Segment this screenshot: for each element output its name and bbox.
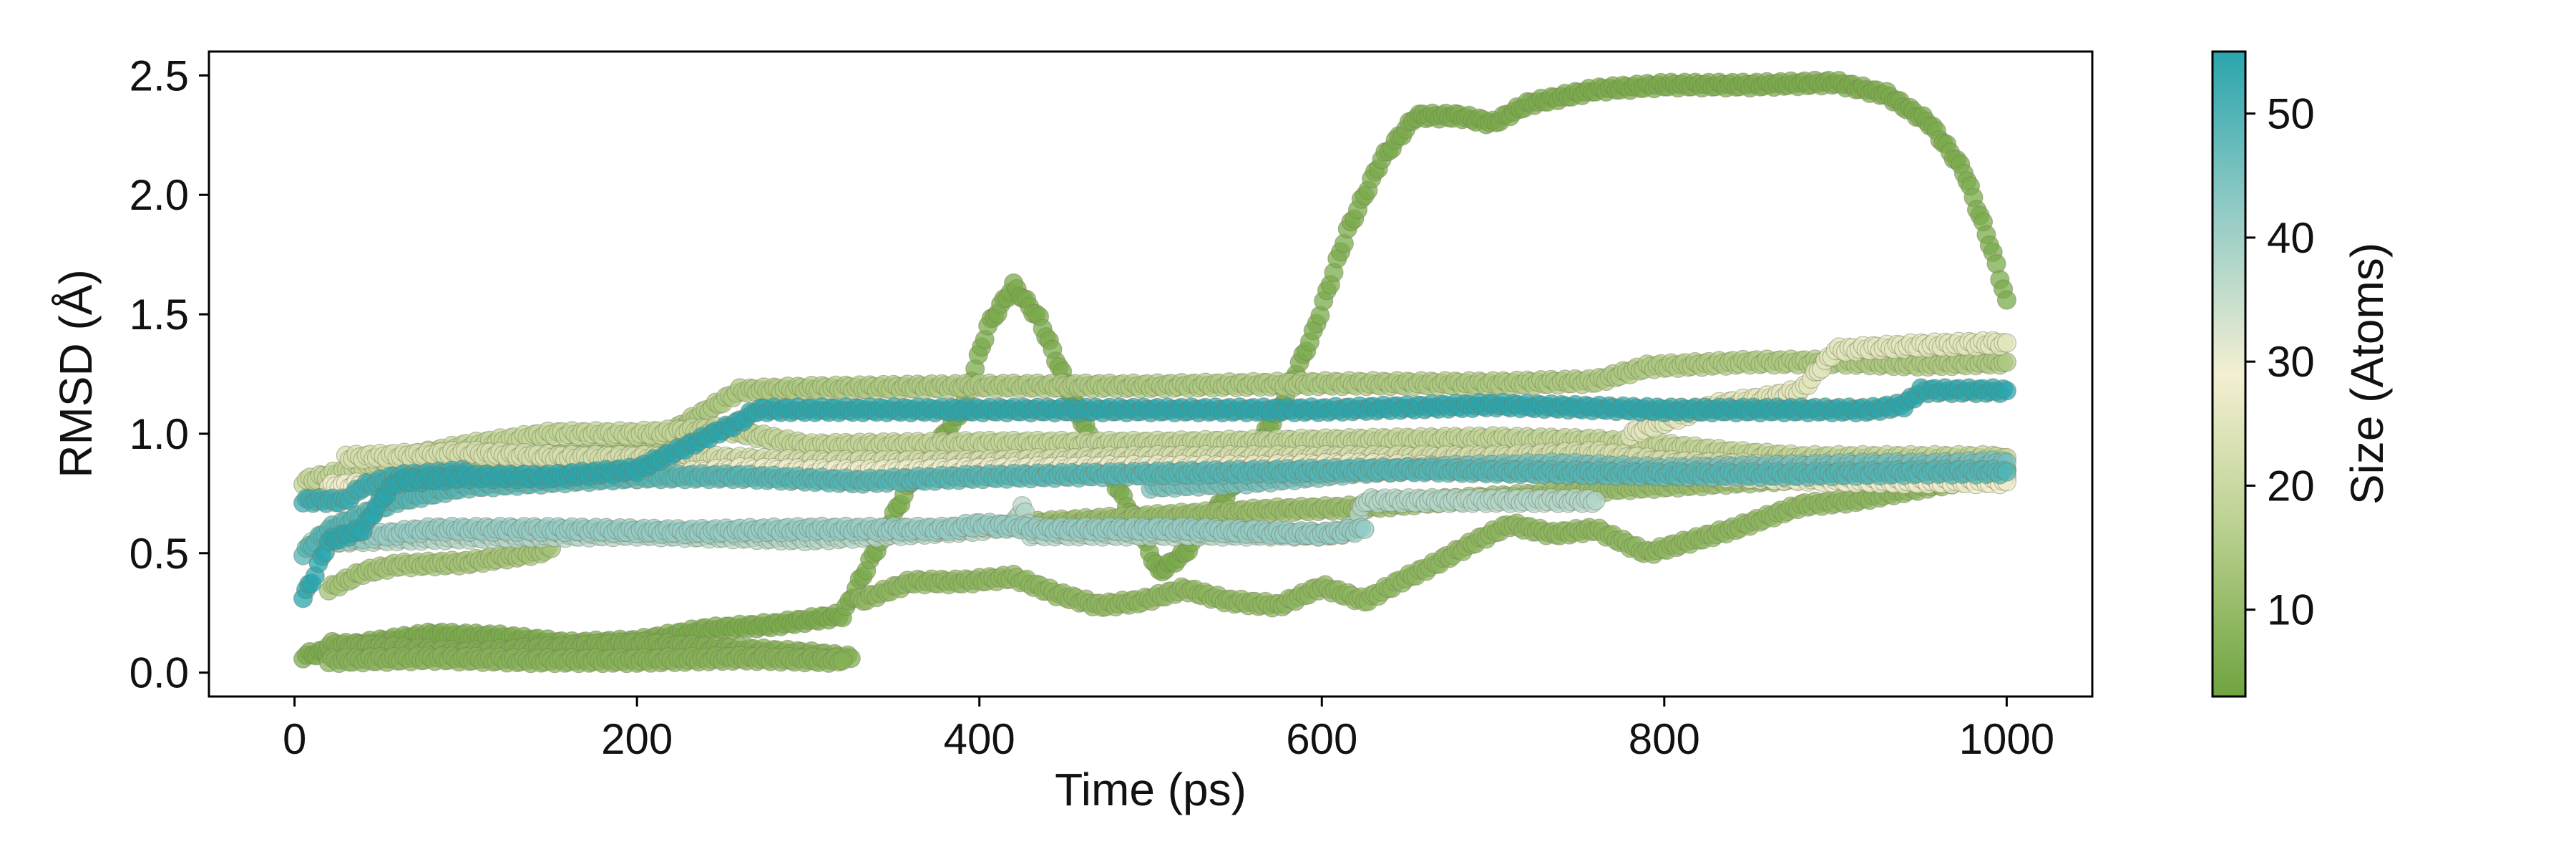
scatter-point — [832, 651, 852, 671]
scatter-points — [293, 70, 2016, 674]
scatter-point — [1996, 333, 2016, 353]
plot-area — [208, 50, 2094, 698]
scatter-point — [1586, 490, 1606, 511]
scatter-point — [1996, 290, 2016, 310]
scatter-point — [1986, 253, 2006, 274]
scatter-point — [1355, 519, 1375, 540]
